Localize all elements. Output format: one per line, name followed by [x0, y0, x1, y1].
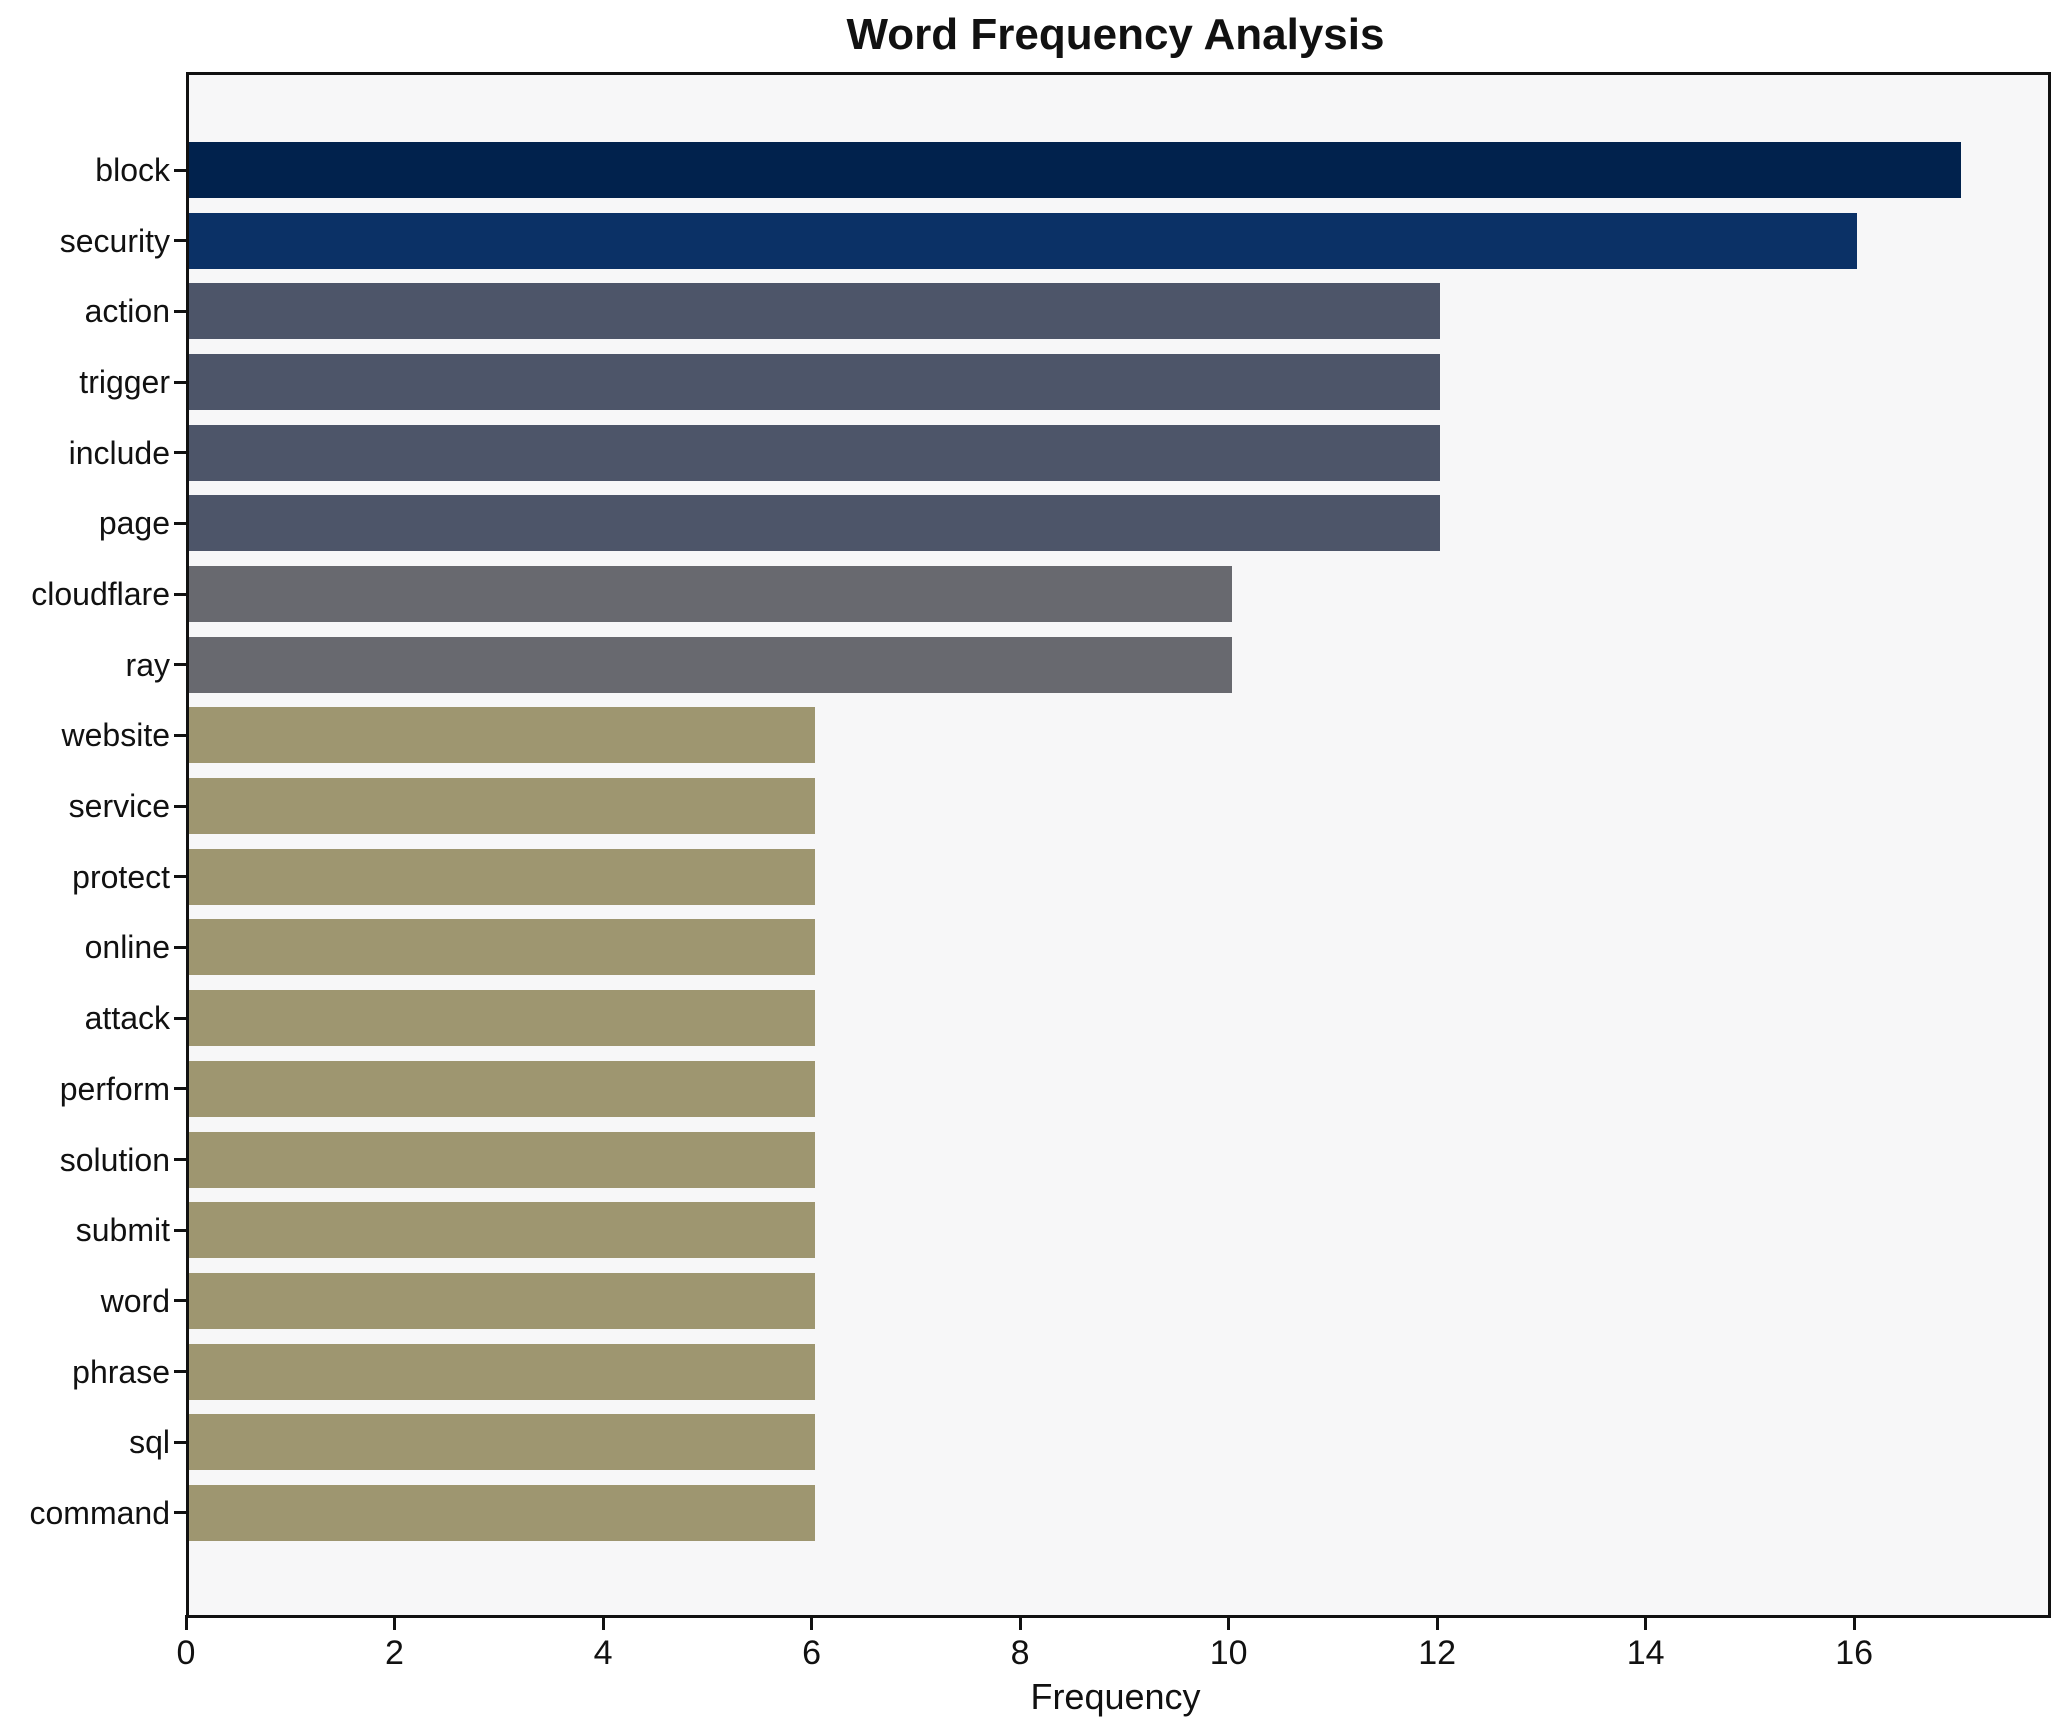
x-tick-label-12: 12 [1418, 1634, 1457, 1672]
bar-include [189, 424, 1441, 481]
chart-title: Word Frequency Analysis [846, 10, 1385, 59]
y-tick-mark-website [174, 733, 186, 737]
bar-cloudflare [189, 566, 1232, 623]
bar-page [189, 495, 1441, 552]
x-tick-mark-12 [1435, 1615, 1439, 1630]
bar-sql [189, 1414, 815, 1471]
x-tick-label-14: 14 [1626, 1634, 1665, 1672]
y-tick-mark-word [174, 1299, 186, 1303]
y-tick-mark-ray [174, 663, 186, 667]
x-tick-label-2: 2 [385, 1634, 404, 1672]
x-tick-label-8: 8 [1010, 1634, 1030, 1672]
y-tick-label-include: include [68, 434, 170, 471]
x-tick-mark-14 [1644, 1615, 1648, 1630]
y-tick-mark-include [174, 451, 186, 455]
y-tick-mark-online [174, 945, 186, 949]
y-tick-label-cloudflare: cloudflare [31, 576, 170, 613]
y-tick-label-security: security [59, 222, 170, 259]
y-tick-mark-security [174, 239, 186, 243]
y-tick-mark-perform [174, 1087, 186, 1091]
y-tick-label-service: service [68, 788, 170, 825]
y-tick-label-trigger: trigger [79, 364, 170, 401]
y-tick-mark-solution [174, 1158, 186, 1162]
y-tick-label-word: word [100, 1282, 170, 1319]
y-tick-mark-service [174, 804, 186, 808]
y-tick-label-attack: attack [84, 1000, 170, 1037]
bar-command [189, 1484, 815, 1541]
bar-ray [189, 636, 1232, 693]
y-tick-label-online: online [84, 929, 170, 966]
y-tick-label-command: command [29, 1494, 171, 1531]
bar-submit [189, 1202, 815, 1259]
bar-solution [189, 1131, 815, 1188]
y-tick-label-website: website [61, 717, 171, 754]
y-tick-mark-page [174, 521, 186, 525]
x-tick-label-10: 10 [1209, 1634, 1248, 1672]
y-tick-mark-phrase [174, 1370, 186, 1374]
y-tick-label-page: page [98, 505, 170, 542]
y-tick-label-sql: sql [129, 1424, 170, 1461]
x-tick-mark-10 [1227, 1615, 1231, 1630]
y-tick-mark-submit [174, 1228, 186, 1232]
x-tick-mark-2 [393, 1615, 397, 1630]
x-tick-label-6: 6 [802, 1634, 822, 1672]
y-tick-label-action: action [84, 293, 170, 330]
bar-perform [189, 1060, 815, 1117]
y-tick-label-solution: solution [59, 1141, 170, 1178]
y-tick-label-block: block [95, 152, 170, 188]
y-tick-mark-attack [174, 1016, 186, 1020]
bar-website [189, 707, 815, 764]
y-tick-label-protect: protect [72, 858, 170, 895]
bar-trigger [189, 354, 1441, 411]
x-tick-mark-8 [1018, 1615, 1022, 1630]
x-tick-mark-16 [1852, 1615, 1856, 1630]
bar-block [189, 142, 1962, 198]
bar-phrase [189, 1343, 815, 1400]
x-tick-mark-0 [184, 1615, 188, 1630]
bar-service [189, 778, 815, 835]
bar-security [189, 212, 1858, 269]
y-tick-mark-block [174, 168, 186, 172]
x-tick-mark-4 [601, 1615, 605, 1630]
bar-word [189, 1272, 815, 1329]
bar-protect [189, 848, 815, 905]
x-tick-mark-6 [810, 1615, 814, 1630]
y-tick-mark-trigger [174, 380, 186, 384]
bar-action [189, 283, 1441, 340]
x-tick-label-4: 4 [593, 1634, 613, 1672]
y-tick-label-ray: ray [125, 646, 170, 683]
x-axis-title: Frequency [1030, 1676, 1201, 1717]
bar-attack [189, 990, 815, 1047]
y-tick-label-phrase: phrase [72, 1353, 170, 1390]
y-tick-label-perform: perform [59, 1070, 170, 1107]
y-tick-mark-action [174, 309, 186, 313]
y-tick-mark-command [174, 1511, 186, 1515]
y-tick-label-submit: submit [75, 1212, 170, 1249]
y-tick-mark-protect [174, 875, 186, 879]
y-tick-mark-cloudflare [174, 592, 186, 596]
bar-online [189, 919, 815, 976]
x-tick-label-0: 0 [176, 1634, 196, 1672]
y-tick-mark-sql [174, 1440, 186, 1444]
x-tick-label-16: 16 [1835, 1634, 1874, 1672]
